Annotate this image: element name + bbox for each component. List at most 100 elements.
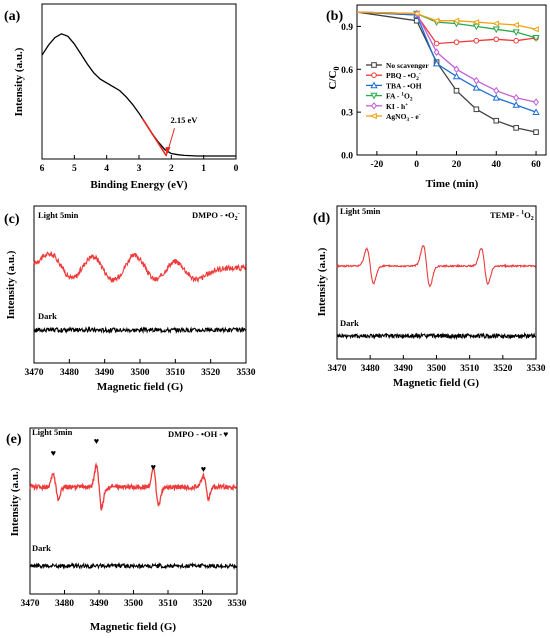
panel-a-x-tick-label-1: 5 [72, 164, 77, 174]
panel-b-point-5-7 [532, 26, 539, 33]
panel-b-point-5-6 [512, 21, 519, 29]
panel-d-species-sub: 2 [531, 216, 534, 222]
panel-c-dark-spectrum [33, 325, 247, 335]
panel-d-x-tick-label-6: 3530 [527, 364, 546, 374]
panel-b-point-3-5 [492, 26, 500, 34]
panel-b-legend-marker-1 [371, 72, 377, 78]
panel-d-x-ticks: 3470 3480 3490 3500 3510 3520 3530 [328, 355, 546, 374]
panel-e-peak-markers: ♥ ♥ ♥ ♥ [51, 436, 206, 474]
panel-c-x-axis-title: Magnetic field (G) [97, 381, 183, 393]
panel-b-label: (b) [326, 9, 343, 24]
panel-c-epr: (c) Light 5min DMPO - •O2- Dark 3470 3480… [4, 205, 256, 393]
panel-c-x-tick-label-1: 3480 [60, 368, 79, 378]
panel-b-legend-marker-5 [369, 112, 377, 120]
panel-a-x-axis-title: Binding Energy (eV) [90, 179, 188, 191]
panel-b-legend-item-5: AgNO3 - e- [366, 112, 421, 123]
panel-a-label: (a) [4, 9, 21, 24]
panel-e-x-tick-label-5: 3520 [193, 599, 212, 609]
panel-b-point-0-3 [453, 87, 460, 94]
panel-d-x-axis-title: Magnetic field (G) [393, 377, 479, 389]
panel-b-point-2-4 [472, 84, 481, 91]
panel-c-x-tick-label-3: 3500 [131, 368, 150, 378]
panel-b-point-4-2 [433, 48, 440, 56]
panel-b-series-line-2 [356, 11, 537, 113]
panel-b-point-3-6 [512, 29, 520, 36]
heart-icon: ♥ [51, 448, 56, 458]
panel-b-point-3-7 [532, 35, 540, 42]
panel-d-light-spectrum [336, 245, 537, 288]
panel-e-plot [29, 462, 238, 571]
panel-b-series-0 [356, 11, 539, 135]
panel-b-y-axis-sub: 0 [332, 67, 341, 71]
panel-b-legend-label-2: TBA - •OH [386, 81, 422, 90]
panel-e-y-axis-title: Intensity (a.u.) [9, 467, 21, 536]
panel-a-x-tick-label-6: 0 [234, 164, 239, 174]
panel-c-x-tick-label-6: 3530 [237, 368, 256, 378]
panel-e-dark-spectrum [29, 561, 238, 571]
panel-b-point-0-6 [513, 125, 519, 131]
heart-icon: ♥ [151, 462, 156, 472]
panel-b-legend-label-5: AgNO3 - e- [386, 112, 421, 123]
panel-c-x-tick-label-2: 3490 [95, 368, 114, 378]
panel-e-x-tick-label-1: 3480 [55, 599, 74, 609]
panel-b-point-1-6 [513, 37, 519, 44]
panel-a-tangent-line [141, 117, 168, 157]
panel-b-x-tick-label-0: -20 [371, 160, 384, 170]
panel-b-point-2-3 [452, 72, 461, 80]
panel-d-epr: (d) Light 5min TEMP - 1O2 Dark 3470 3480 3… [313, 205, 546, 389]
panel-d-x-tick-label-2: 3490 [394, 364, 413, 374]
panel-b-series-2 [356, 11, 540, 115]
panel-b-y-axis-title: C/C0 [327, 67, 341, 90]
panel-b-legend-marker-0 [371, 62, 377, 68]
panel-b-series-line-1 [356, 11, 537, 45]
panel-b-point-0-7 [533, 129, 539, 135]
panel-c-label: (c) [4, 212, 20, 227]
panel-c-y-axis-title: Intensity (a.u.) [5, 250, 17, 319]
panel-b-legend-marker-2 [370, 81, 378, 89]
panel-c-x-tick-label-5: 3520 [201, 368, 220, 378]
panel-a-x-tick-label-3: 3 [137, 164, 142, 174]
panel-c-x-tick-label-0: 3470 [25, 368, 44, 378]
panel-e-species-main: DMPO - •OH - [168, 429, 222, 439]
panel-b-series-line-4 [356, 11, 537, 103]
panel-a-x-tick-label-0: 6 [40, 164, 45, 174]
panel-b-x-tick-label-4: 60 [531, 160, 541, 170]
panel-d-y-axis-title: Intensity (a.u.) [316, 247, 328, 316]
panel-d-species-main: TEMP - [490, 210, 521, 220]
panel-d-x-tick-label-3: 3500 [427, 364, 446, 374]
panel-d-species-tail: O [524, 210, 531, 220]
panel-d-dark-spectrum [336, 331, 537, 341]
panel-d-label: (d) [313, 211, 330, 226]
panel-b-series-4 [356, 9, 539, 106]
panel-b-point-2-5 [492, 94, 500, 101]
panel-d-species-sup: 1 [521, 210, 524, 216]
panel-b-point-2-6 [512, 101, 520, 108]
panel-c-frame [33, 205, 247, 364]
panel-b-legend-item-1: PBQ - •O2- [366, 71, 421, 82]
panel-b-x-tick-label-2: 20 [452, 160, 462, 170]
panel-b-point-1-4 [473, 37, 480, 44]
heart-icon: ♥ [201, 464, 206, 474]
panel-b-point-5-1 [412, 10, 420, 17]
panel-b-point-1-3 [453, 39, 460, 45]
panel-b-series-line-0 [356, 11, 537, 133]
panel-b-point-2-2 [432, 59, 441, 67]
panel-e-light-label: Light 5min [32, 427, 73, 437]
panel-b-plot [356, 9, 540, 135]
panel-c-species-main: DMPO - •O [192, 210, 235, 220]
panel-c-light-label: Light 5min [38, 210, 79, 220]
panel-b-point-4-3 [453, 65, 460, 74]
panel-d-x-tick-label-5: 3520 [493, 364, 512, 374]
panel-a-frame [41, 3, 237, 160]
panel-e-x-tick-label-0: 3470 [21, 599, 40, 609]
panel-b-point-3-4 [472, 23, 481, 31]
panel-d-x-tick-label-4: 3510 [460, 364, 479, 374]
panel-d-species-label: TEMP - 1O2 [490, 210, 534, 222]
panel-b-legend-item-2: TBA - •OH [366, 81, 422, 90]
panel-b-point-5-2 [432, 17, 440, 24]
panel-b-legend-label-3: FA - 1O2 [386, 92, 413, 103]
panel-e-x-tick-label-4: 3510 [159, 599, 178, 609]
panel-b-x-tick-label-3: 40 [492, 160, 502, 170]
